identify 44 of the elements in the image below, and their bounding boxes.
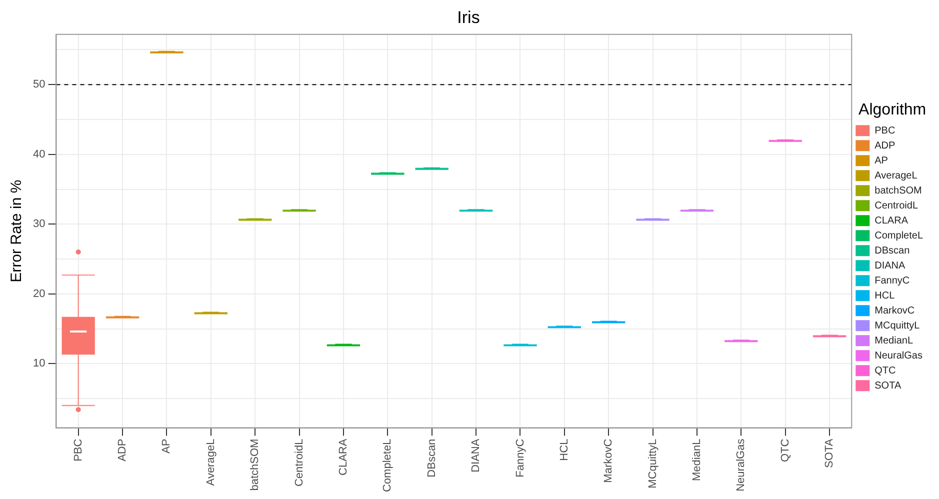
x-tick-label: CompleteL [382,438,394,492]
legend-label: AverageL [874,170,918,182]
x-tick-label: PBC [72,438,84,462]
y-tick-label: 20 [32,288,46,300]
x-tick-label: ADP [116,438,129,462]
legend-label: DBscan [874,245,910,256]
legend-label: MCquittyL [874,320,920,332]
y-tick-label: 30 [32,218,46,230]
x-tick-label: QTC [779,438,792,462]
legend-label: MarkovC [874,305,915,316]
x-tick-label: AverageL [204,438,217,486]
y-tick-label: 40 [32,148,46,160]
legend-label: SOTA [874,380,902,392]
legend-label: NeuralGas [874,350,922,362]
x-tick-label: MarkovC [602,438,615,483]
x-tick-label: MCquittyL [646,438,659,488]
legend-label: HCL [874,290,896,302]
legend-label: QTC [874,365,896,376]
legend-label: batchSOM [874,185,922,196]
x-tick-label: NeuralGas [735,438,748,492]
x-tick-label: HCL [558,438,570,461]
legend-label: CLARA [874,215,908,226]
x-tick-label: MedianL [691,438,704,482]
x-tick-label: FannyC [514,438,526,478]
legend-label: AP [874,155,888,166]
x-tick-label: SOTA [824,438,836,468]
legend-label: FannyC [874,275,910,286]
legend-title: Algorithm [858,101,926,118]
x-tick-label: AP [160,438,173,454]
x-tick-label: CLARA [337,438,350,476]
chart-title: Iris [457,8,480,27]
x-tick-label: batchSOM [249,438,262,491]
legend-label: CompleteL [874,230,924,242]
x-tick-label: DBscan [426,438,438,478]
x-tick-label: DIANA [470,438,482,472]
y-tick-label: 10 [32,358,46,370]
legend-label: CentroidL [874,200,918,212]
legend-label: PBC [874,125,896,136]
x-tick-label: CentroidL [293,438,306,487]
legend-label: DIANA [874,260,906,272]
y-tick-label: 50 [32,78,46,91]
legend-label: ADP [874,140,896,152]
y-axis-title: Error Rate in % [8,180,26,282]
legend-label: MedianL [874,335,914,346]
